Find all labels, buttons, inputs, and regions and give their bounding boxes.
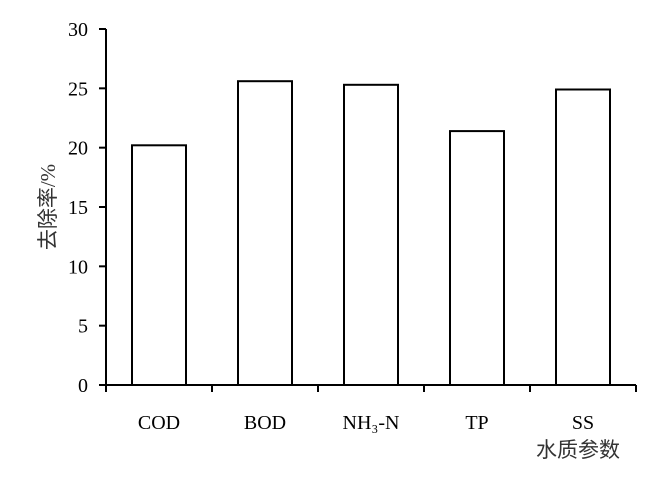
- bar-2: [343, 83, 399, 387]
- y-tick-label-6: 30: [68, 19, 88, 41]
- y-ticks: 0 5 10 15 20 25 30: [68, 19, 106, 397]
- x-tick-label-3: TP: [465, 412, 488, 434]
- bar-3: [449, 130, 505, 386]
- y-tick-label-1: 5: [78, 316, 88, 338]
- bar-1: [237, 80, 293, 386]
- y-tick-label-3: 15: [68, 197, 88, 219]
- x-tick-label-2: NH₃-N: [343, 412, 400, 434]
- y-tick-label-0: 0: [78, 375, 88, 397]
- y-axis-title: 去除率/%: [36, 164, 60, 250]
- x-tick-label-0: COD: [138, 412, 180, 434]
- bars-layer: [131, 80, 611, 387]
- x-tick-label-1: BOD: [244, 412, 286, 434]
- x-axis-title: 水质参数: [536, 438, 620, 462]
- bar-4: [555, 88, 611, 386]
- y-tick-label-5: 25: [68, 78, 88, 100]
- bar-0: [131, 144, 187, 386]
- y-tick-label-4: 20: [68, 138, 88, 160]
- x-tick-label-4: SS: [572, 412, 594, 434]
- y-tick-label-2: 10: [68, 256, 88, 278]
- x-ticks: COD BOD NH₃-N TP SS: [105, 385, 637, 434]
